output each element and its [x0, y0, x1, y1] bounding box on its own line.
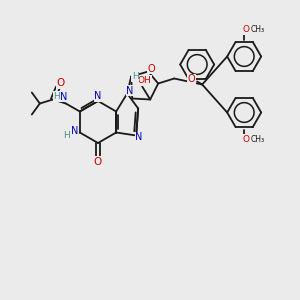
- Text: H: H: [53, 92, 60, 101]
- Text: O: O: [243, 25, 250, 34]
- Text: CH₃: CH₃: [250, 25, 264, 34]
- Text: O: O: [147, 64, 155, 74]
- Text: H: H: [63, 131, 70, 140]
- Text: O: O: [57, 79, 65, 88]
- Text: N: N: [136, 133, 143, 142]
- Text: CH₃: CH₃: [250, 135, 264, 144]
- Text: N: N: [60, 92, 68, 101]
- Text: N: N: [71, 125, 79, 136]
- Text: N: N: [127, 85, 134, 95]
- Text: O: O: [243, 135, 250, 144]
- Text: H: H: [132, 72, 139, 81]
- Text: OH: OH: [137, 76, 151, 85]
- Text: O: O: [94, 157, 102, 167]
- Text: O: O: [188, 74, 195, 85]
- Text: N: N: [94, 91, 102, 101]
